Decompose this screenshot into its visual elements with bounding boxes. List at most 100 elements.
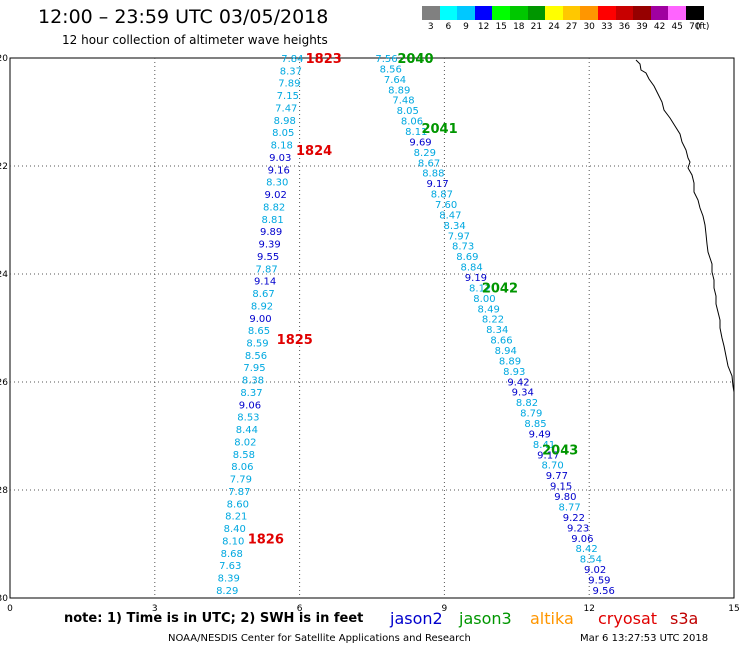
colorbar-swatch: [492, 6, 510, 20]
wave-height-value: 8.87: [431, 190, 453, 201]
wave-height-value: 8.40: [224, 524, 246, 535]
wave-height-value: 7.97: [448, 231, 470, 242]
wave-height-value: 8.68: [221, 549, 243, 560]
wave-height-value: 9.49: [529, 429, 551, 440]
wave-height-value: 8.11: [405, 127, 427, 138]
wave-height-value: 8.02: [234, 437, 256, 448]
map-grid: [9, 57, 735, 599]
wave-height-value: 7.89: [278, 79, 300, 90]
colorbar-swatch: [597, 6, 616, 20]
wave-height-value: 9.42: [507, 377, 529, 388]
longitude-tick-label: 15: [728, 604, 739, 614]
satellite-tracks: 7.848.377.897.157.478.988.058.189.039.16…: [216, 52, 615, 597]
wave-height-value: 7.63: [219, 561, 241, 572]
wave-height-value: 9.34: [512, 388, 534, 399]
wave-height-value: 8.79: [520, 409, 542, 420]
colorbar-swatch: [474, 6, 493, 20]
colorbar-swatch: [439, 6, 458, 20]
wave-height-value: 8.47: [439, 210, 461, 221]
pass-time-label: 1823: [306, 52, 342, 67]
wave-height-value: 8.92: [251, 301, 273, 312]
wave-height-value: 8.22: [482, 315, 504, 326]
wave-height-value: 8.53: [237, 413, 259, 424]
credit-line: NOAA/NESDIS Center for Satellite Applica…: [168, 633, 471, 644]
wave-height-value: 8.82: [263, 202, 285, 213]
wave-height-value: 8.30: [266, 178, 288, 189]
wave-height-value: 9.55: [257, 252, 279, 263]
colorbar-swatch: [509, 6, 528, 20]
wave-height-value: 7.79: [230, 475, 252, 486]
wave-height-value: 8.49: [478, 304, 500, 315]
wave-height-value: 8.37: [280, 66, 302, 77]
longitude-tick-label: 3: [152, 604, 158, 614]
colorbar-tick-label: 27: [565, 22, 578, 32]
wave-height-value: 8.66: [490, 336, 512, 347]
wave-height-value: 8.70: [541, 461, 563, 472]
wave-height-value: 7.87: [228, 487, 250, 498]
colorbar-tick-label: 42: [653, 22, 666, 32]
colorbar-tick-label: 12: [477, 22, 490, 32]
wave-height-value: 7.87: [255, 264, 277, 275]
wave-height-value: 7.84: [281, 54, 303, 65]
colorbar-swatch: [615, 6, 634, 20]
wave-height-value: 8.21: [225, 512, 247, 523]
colorbar-tick-label: 36: [618, 22, 631, 32]
wave-height-value: 9.17: [426, 179, 448, 190]
wave-height-value: 8.58: [233, 450, 255, 461]
wave-height-value: 8.05: [272, 128, 294, 139]
wave-height-value: 8.84: [461, 263, 483, 274]
coastline: [635, 59, 735, 393]
wave-height-value: 8.89: [388, 85, 410, 96]
wave-height-value: 8.06: [401, 117, 423, 128]
wave-height-value: 8.05: [397, 106, 419, 117]
wave-height-value: 7.95: [243, 363, 265, 374]
wave-height-value: 9.06: [239, 400, 261, 411]
map-title: 12:00 – 23:59 UTC 03/05/2018: [38, 6, 329, 28]
wave-height-value: 8.56: [380, 64, 402, 75]
wave-height-value: 9.39: [258, 240, 280, 251]
axis-ticks: 0 3 6 9 12 15 -20 -22 -24 -26 -28 -30: [0, 54, 740, 614]
wave-height-value: 8.67: [252, 289, 274, 300]
wave-height-value: 8.06: [231, 462, 253, 473]
colorbar-swatch: [580, 6, 598, 20]
wave-height-value: 8.54: [580, 555, 602, 566]
wave-height-value: 9.17: [537, 450, 559, 461]
wave-height-value: 8.60: [227, 499, 249, 510]
pass-time-label: 2041: [421, 122, 457, 137]
wave-height-colorbar: [422, 6, 704, 20]
wave-height-value: 8.37: [240, 388, 262, 399]
colorbar-tick-label: 39: [636, 22, 648, 32]
wave-height-value: 8.29: [216, 586, 238, 597]
colorbar-swatch: [633, 6, 651, 20]
wave-height-value: 7.64: [384, 75, 406, 86]
latitude-tick-label: -24: [0, 270, 8, 280]
colorbar-swatch: [650, 6, 669, 20]
wave-height-value: 9.77: [546, 471, 568, 482]
wave-height-value: 8.77: [558, 502, 580, 513]
wave-height-value: 9.02: [584, 565, 606, 576]
wave-height-value: 8.34: [443, 221, 465, 232]
wave-height-value: 8.85: [524, 419, 546, 430]
track-1823-1826: 7.848.377.897.157.478.988.058.189.039.16…: [216, 52, 342, 597]
wave-height-value: 7.47: [275, 103, 297, 114]
wave-height-value: 7.56: [375, 54, 397, 65]
colorbar-swatch: [685, 6, 704, 20]
legend-s3a: s3a: [670, 609, 699, 628]
wave-height-value: 8.94: [495, 346, 517, 357]
wave-height-value: 7.60: [435, 200, 457, 211]
longitude-tick-label: 12: [583, 604, 594, 614]
wave-height-value: 8.73: [452, 242, 474, 253]
longitude-tick-label: 9: [442, 604, 448, 614]
track-2040-2043: 7.568.567.648.897.488.058.068.119.698.29…: [375, 52, 614, 597]
generation-timestamp: Mar 6 13:27:53 UTC 2018: [580, 633, 709, 644]
colorbar-swatch: [545, 6, 563, 20]
wave-height-value: 8.56: [245, 351, 267, 362]
wave-height-value: 9.22: [563, 513, 585, 524]
legend-jason2: jason2: [390, 609, 443, 628]
wave-height-value: 9.14: [254, 277, 276, 288]
colorbar-swatch: [457, 6, 475, 20]
wave-height-value: 9.23: [567, 523, 589, 534]
colorbar-unit-label: (ft): [695, 22, 710, 32]
coastline-path: [635, 59, 735, 393]
